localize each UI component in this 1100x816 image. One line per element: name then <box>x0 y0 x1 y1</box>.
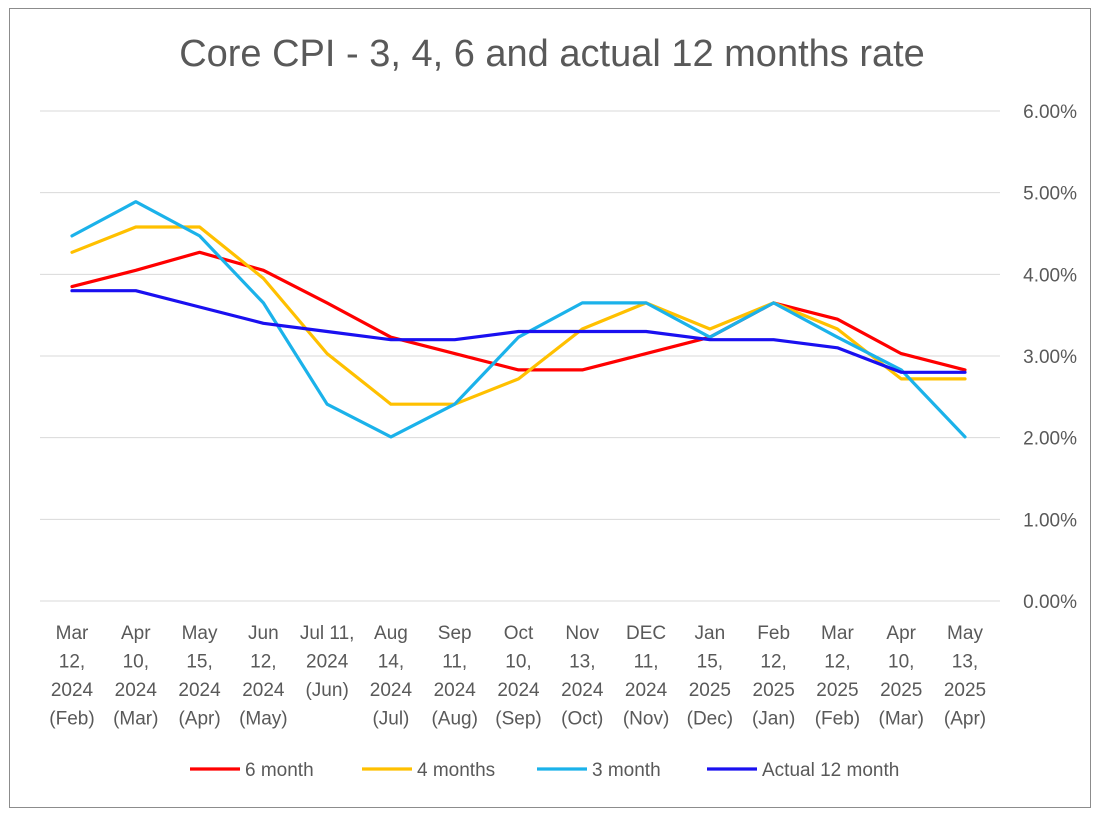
x-tick-label: Nov 13, 2024 (Oct) <box>561 623 604 730</box>
legend: 6 month 4 months 3 month Actual 12 month <box>190 760 899 781</box>
y-tick-label: 3.00% <box>1023 347 1077 368</box>
x-tick-label: May 15, 2024 (Apr) <box>178 623 221 730</box>
legend-label-4-months: 4 months <box>417 760 495 781</box>
x-tick-label: DEC 11, 2024 (Nov) <box>623 623 669 730</box>
series-line-6-month <box>70 250 967 372</box>
y-axis-ticks: 0.00% 1.00% 2.00% 3.00% 4.00% 5.00% 6.00% <box>1023 102 1077 613</box>
legend-label-actual-12-month: Actual 12 month <box>762 760 899 781</box>
x-tick-label: Mar 12, 2024 (Feb) <box>49 623 94 730</box>
series-lines <box>70 200 967 439</box>
x-tick-label: Sep 11, 2024 (Aug) <box>431 623 477 730</box>
chart-title: Core CPI - 3, 4, 6 and actual 12 months … <box>179 33 925 75</box>
y-tick-label: 0.00% <box>1023 592 1077 613</box>
series-line-3-month <box>70 200 967 439</box>
gridlines <box>40 110 1000 602</box>
legend-label-6-month: 6 month <box>245 760 314 781</box>
y-tick-label: 2.00% <box>1023 429 1077 450</box>
y-tick-label: 6.00% <box>1023 102 1077 123</box>
chart-frame <box>9 8 1091 808</box>
y-tick-label: 1.00% <box>1023 510 1077 531</box>
x-axis-ticks: Mar 12, 2024 (Feb) Apr 10, 2024 (Mar) May 15, 2024… <box>49 623 986 730</box>
series-line-4-months <box>70 225 967 406</box>
x-tick-label: Oct 10, 2024 (Sep) <box>495 623 541 730</box>
x-tick-label: Jun 12, 2024 (May) <box>239 623 288 730</box>
x-tick-label: Mar 12, 2025 (Feb) <box>815 623 860 730</box>
series-line-actual-12-month <box>70 289 967 374</box>
x-tick-label: Apr 10, 2024 (Mar) <box>113 623 158 730</box>
x-tick-label: Feb 12, 2025 (Jan) <box>752 623 795 730</box>
x-tick-label: Aug 14, 2024 (Jul) <box>370 623 413 730</box>
x-tick-label: Apr 10, 2025 (Mar) <box>879 623 924 730</box>
x-tick-label: May 13, 2025 (Apr) <box>944 623 986 730</box>
y-tick-label: 4.00% <box>1023 265 1077 286</box>
x-tick-label: Jan 15, 2025 (Dec) <box>687 623 733 730</box>
x-tick-label: Jul 11, 2024 (Jun) <box>300 623 355 701</box>
legend-label-3-month: 3 month <box>592 760 661 781</box>
y-tick-label: 5.00% <box>1023 184 1077 205</box>
